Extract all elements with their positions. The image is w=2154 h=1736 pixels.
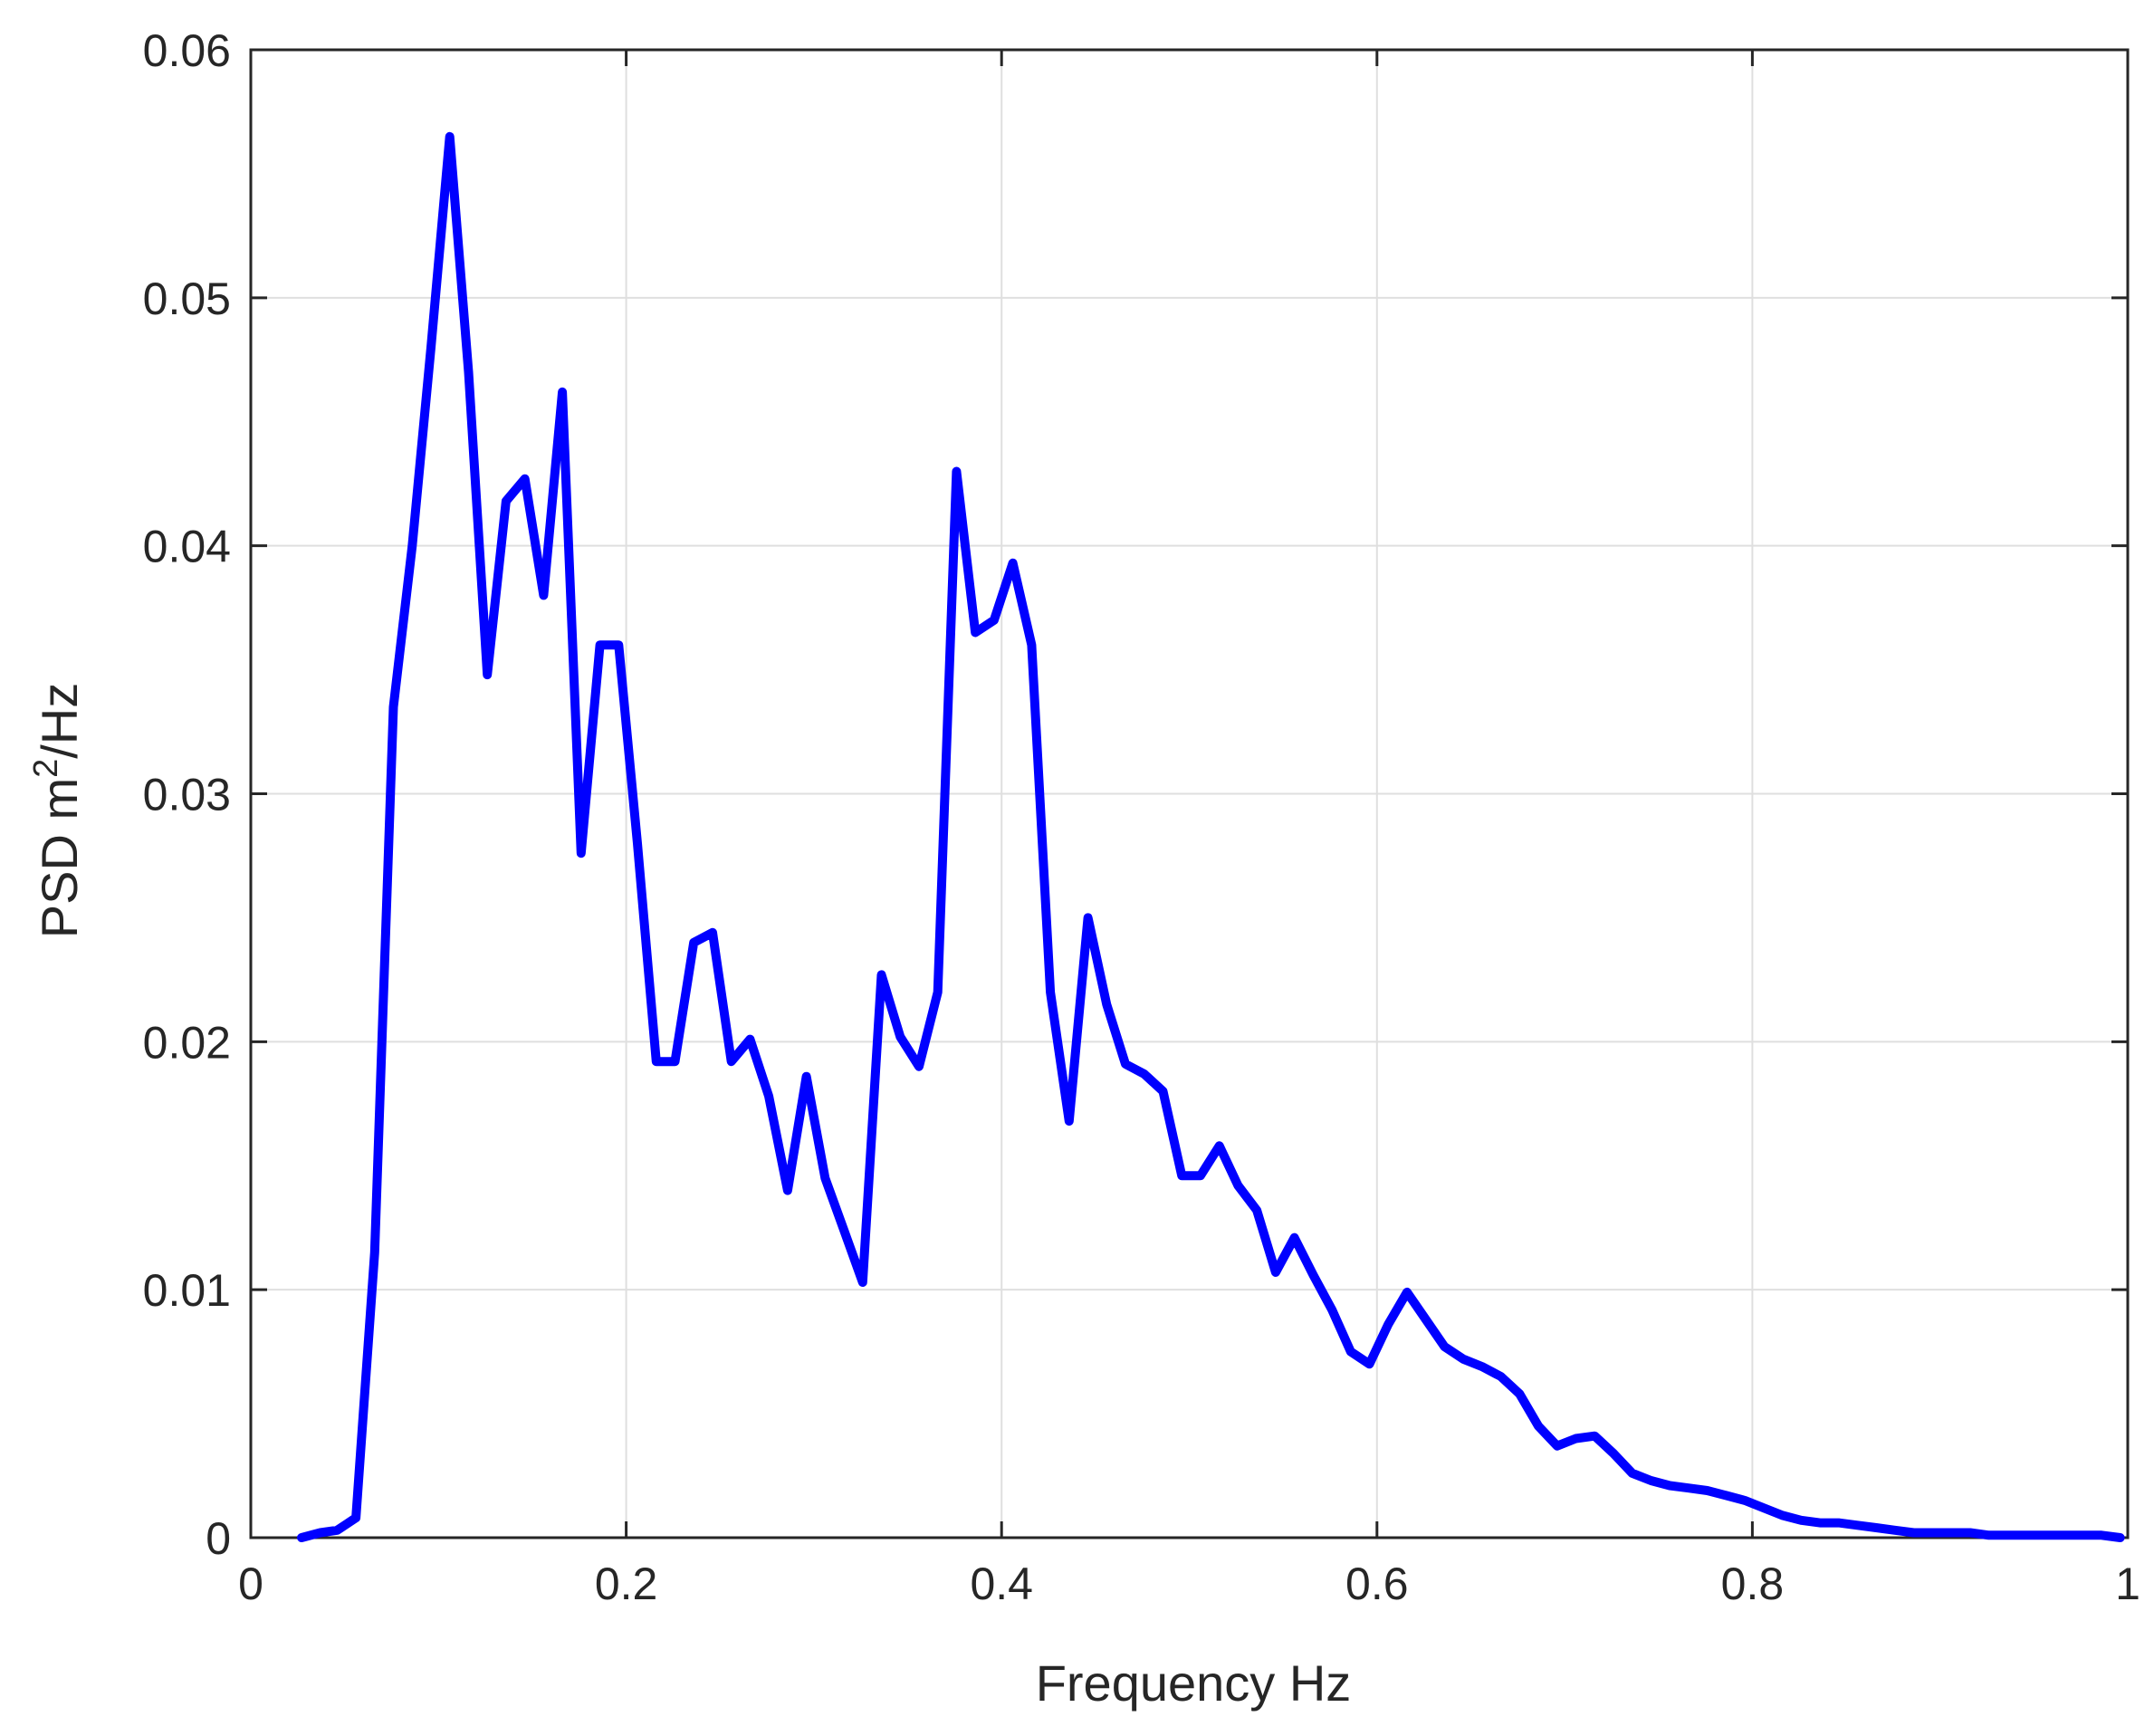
y-tick-label: 0.03 xyxy=(143,770,231,820)
x-tick-label: 0.4 xyxy=(970,1559,1033,1609)
x-tick-label: 0 xyxy=(238,1559,263,1609)
y-axis-ticks: 0 0.01 0.02 0.03 0.04 0.05 0.06 xyxy=(143,25,2128,1564)
psd-series-line xyxy=(297,131,2125,1542)
y-axis-label-superscript: 2 xyxy=(27,759,65,778)
y-tick-label: 0 xyxy=(206,1513,231,1564)
y-tick-label: 0.01 xyxy=(143,1265,231,1316)
y-axis-label-tail: /Hz xyxy=(31,683,88,759)
y-axis-label: PSD m2/Hz xyxy=(27,683,88,939)
y-tick-label: 0.05 xyxy=(143,273,231,324)
y-axis-label-main: PSD m xyxy=(31,778,88,938)
x-tick-label: 0.6 xyxy=(1345,1559,1409,1609)
x-tick-label: 0.8 xyxy=(1721,1559,1785,1609)
y-tick-label: 0.04 xyxy=(143,522,231,572)
x-axis-label: Frequency Hz xyxy=(1036,1654,1352,1712)
y-tick-label: 0.06 xyxy=(143,25,231,76)
x-tick-label: 0.2 xyxy=(595,1559,658,1609)
x-axis-ticks: 0 0.2 0.4 0.6 0.8 1 xyxy=(238,50,2140,1609)
y-tick-label: 0.02 xyxy=(143,1017,231,1068)
x-tick-label: 1 xyxy=(2115,1559,2140,1609)
